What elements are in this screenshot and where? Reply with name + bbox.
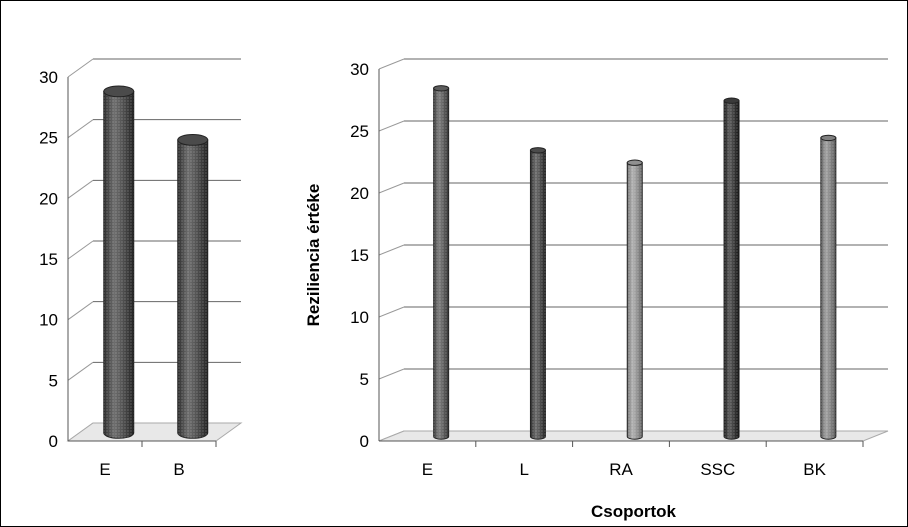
gridline-connector — [378, 368, 405, 380]
y-tick-label: 20 — [39, 189, 58, 208]
y-tick-label: 15 — [39, 250, 58, 269]
bar-texture — [627, 162, 643, 440]
bar — [433, 85, 450, 440]
right-chart: 0 5 10 15 20 25 30 E L RA SSC BK Reziliencia értéke C… — [304, 58, 889, 521]
bar — [177, 134, 209, 439]
gridline-connector — [67, 361, 94, 381]
gridline-connector — [378, 244, 405, 256]
bar — [626, 159, 643, 440]
x-axis-title: Csoportok — [591, 502, 677, 521]
y-tick-label: 25 — [350, 122, 369, 141]
bar-top — [103, 85, 135, 98]
left-chart: 0 5 10 15 20 25 30 E B — [39, 58, 243, 479]
x-tick-label: B — [173, 460, 184, 479]
bar-texture — [530, 150, 546, 440]
gridline-connector — [378, 306, 405, 318]
gridline-connector — [378, 182, 405, 194]
x-tick-label: L — [519, 460, 528, 479]
bar-texture — [433, 88, 449, 440]
y-tick-label: 25 — [39, 129, 58, 148]
x-tick-label: E — [422, 460, 433, 479]
x-tick-label: SSC — [700, 460, 735, 479]
x-tick-label: E — [99, 460, 110, 479]
gridline-connector — [378, 58, 405, 70]
y-tick-label: 0 — [49, 432, 58, 451]
bar — [723, 97, 740, 440]
gridline-connector — [67, 240, 94, 260]
y-tick-label: 10 — [39, 311, 58, 330]
y-tick-label: 30 — [350, 60, 369, 79]
y-axis-title: Reziliencia értéke — [304, 184, 323, 327]
bar-texture — [724, 100, 740, 440]
bar-top — [723, 97, 740, 104]
y-tick-label: 0 — [360, 432, 369, 451]
chart-floor — [66, 422, 243, 442]
bar-top — [820, 134, 837, 142]
x-tick-label: RA — [609, 460, 633, 479]
gridline-connector — [67, 301, 94, 321]
bar-texture — [103, 91, 134, 439]
gridline-connector — [378, 120, 405, 132]
bar-texture — [820, 137, 836, 440]
y-tick-label: 5 — [360, 370, 369, 389]
bar-texture — [177, 139, 208, 439]
gridline-connector — [67, 119, 94, 139]
bar-top — [626, 159, 643, 166]
gridline-connector — [67, 58, 94, 78]
y-tick-label: 30 — [39, 68, 58, 87]
bar-top — [433, 85, 450, 92]
x-tick-label: BK — [803, 460, 826, 479]
bar — [820, 134, 837, 440]
bar-top — [177, 134, 209, 146]
y-tick-label: 5 — [49, 371, 58, 390]
gridline-connector — [67, 179, 94, 199]
y-tick-label: 10 — [350, 308, 369, 327]
bar-top — [529, 147, 546, 154]
y-tick-label: 20 — [350, 184, 369, 203]
bar — [529, 147, 546, 440]
bar — [103, 85, 135, 439]
y-tick-label: 15 — [350, 246, 369, 265]
